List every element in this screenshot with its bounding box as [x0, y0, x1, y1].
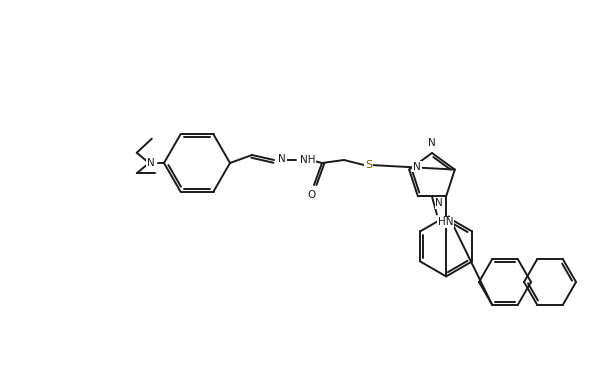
- Text: NH: NH: [300, 155, 316, 165]
- Text: S: S: [365, 160, 372, 170]
- Text: N: N: [413, 162, 421, 171]
- Text: N: N: [147, 158, 155, 168]
- Text: N: N: [428, 138, 436, 148]
- Text: N: N: [278, 154, 286, 164]
- Text: HN: HN: [438, 217, 454, 228]
- Text: N: N: [435, 199, 443, 209]
- Text: O: O: [308, 190, 316, 200]
